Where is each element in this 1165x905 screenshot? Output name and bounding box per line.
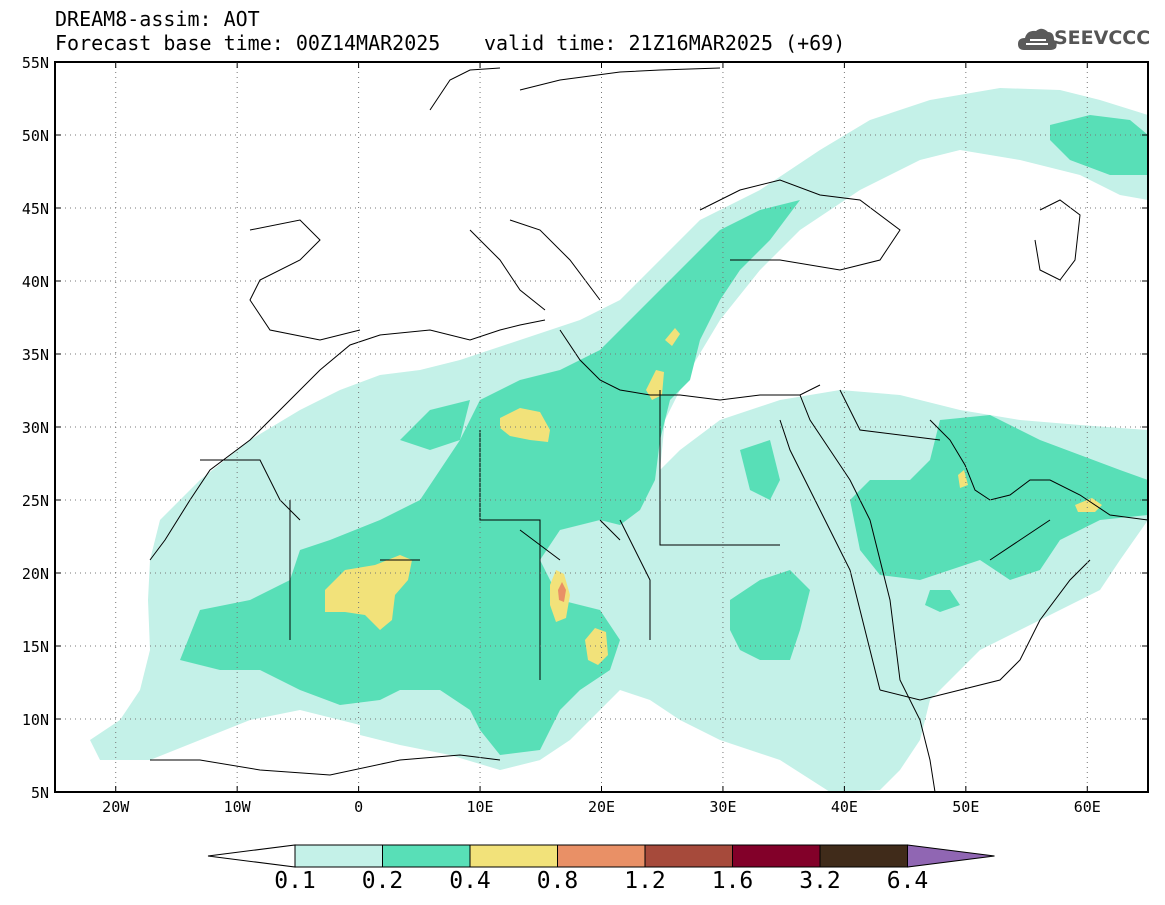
- lat-label: 45N: [22, 200, 49, 218]
- colorbar-swatch: [644, 844, 733, 868]
- colorbar-swatch: [382, 844, 471, 868]
- axis-ticks: [55, 61, 1148, 793]
- aot-region-high: [958, 470, 968, 488]
- map-title: DREAM8-assim: AOT: [55, 7, 260, 31]
- lon-label: 10W: [224, 798, 252, 816]
- aot-field: [90, 88, 1148, 792]
- colorbar-level-label: 3.2: [799, 868, 841, 894]
- lon-label: 20W: [102, 798, 130, 816]
- colorbar-arrow-high: [907, 844, 995, 868]
- lat-label: 10N: [22, 711, 49, 729]
- lat-label: 50N: [22, 127, 49, 145]
- colorbar-swatch: [557, 844, 646, 868]
- cloud-icon: [1018, 28, 1057, 50]
- lon-label: 30E: [709, 798, 736, 816]
- lon-label: 20E: [588, 798, 615, 816]
- latitude-labels: 55N 50N 45N 40N 35N 30N 25N 20N 15N 10N 5N: [22, 54, 49, 802]
- aot-region-mid: [740, 440, 780, 500]
- colorbar-swatch: [469, 844, 558, 868]
- lat-label: 15N: [22, 638, 49, 656]
- lat-label: 40N: [22, 273, 49, 291]
- aot-region-mid: [400, 400, 470, 450]
- logo-text: SEEVCCC: [1054, 27, 1151, 49]
- colorbar-arrow-low: [207, 844, 296, 868]
- colorbar-level-label: 0.4: [449, 868, 491, 894]
- colorbar-level-label: 0.1: [274, 868, 316, 894]
- aot-region-high: [665, 328, 680, 346]
- colorbar: [207, 844, 995, 868]
- aot-region-mid: [730, 570, 810, 660]
- colorbar-level-label: 6.4: [886, 868, 929, 894]
- lat-label: 25N: [22, 492, 49, 510]
- aot-region-high: [500, 408, 550, 442]
- lon-label: 40E: [831, 798, 858, 816]
- forecast-base-time: Forecast base time: 00Z14MAR2025: [55, 31, 441, 55]
- lat-label: 55N: [22, 54, 49, 72]
- colorbar-swatch: [294, 844, 383, 868]
- aot-region-mid: [1050, 115, 1148, 175]
- lat-label: 20N: [22, 565, 49, 583]
- lon-label: 0: [354, 798, 363, 816]
- aot-region-high: [1075, 498, 1102, 512]
- graticule: [55, 62, 1148, 792]
- lat-label: 35N: [22, 346, 49, 364]
- lon-label: 60E: [1074, 798, 1101, 816]
- colorbar-level-label: 1.2: [624, 868, 666, 894]
- aot-region-mid: [925, 590, 960, 612]
- colorbar-swatch: [732, 844, 821, 868]
- colorbar-swatch: [819, 844, 908, 868]
- lon-label: 50E: [952, 798, 979, 816]
- aot-region-high: [325, 555, 412, 630]
- aot-region-peak: [558, 582, 566, 602]
- aot-region-high: [585, 628, 608, 665]
- lon-label: 10E: [467, 798, 494, 816]
- coastlines: [149, 67, 1148, 792]
- colorbar-level-label: 0.2: [361, 868, 404, 894]
- lat-label: 30N: [22, 419, 49, 437]
- lat-label: 5N: [31, 784, 49, 802]
- aot-region-mid: [180, 200, 800, 755]
- colorbar-level-label: 0.8: [536, 868, 579, 894]
- longitude-labels: 20W 10W 0 10E 20E 30E 40E 50E 60E: [102, 798, 1101, 816]
- colorbar-level-label: 1.6: [711, 868, 754, 894]
- valid-time: valid time: 21Z16MAR2025 (+69): [484, 31, 846, 55]
